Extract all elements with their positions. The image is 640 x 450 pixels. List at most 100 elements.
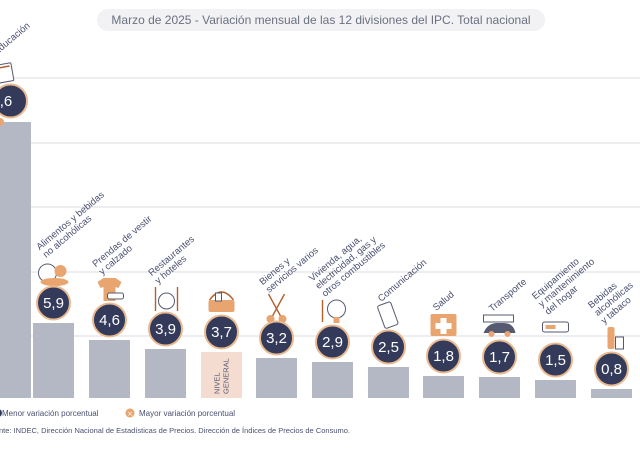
bar bbox=[479, 377, 520, 398]
value-circle-ring bbox=[204, 314, 239, 350]
max-marker bbox=[0, 118, 4, 126]
value-circle bbox=[149, 313, 182, 345]
value-circle bbox=[595, 353, 628, 385]
value-label: 4,6 bbox=[99, 312, 120, 329]
value-circle bbox=[483, 341, 516, 373]
clothing-icon bbox=[97, 278, 124, 301]
value-badge: 4,6 bbox=[92, 302, 127, 338]
shopping-basket-icon bbox=[208, 291, 235, 312]
bar bbox=[145, 349, 186, 398]
bar bbox=[89, 340, 130, 398]
value-badge: 1,5 bbox=[538, 342, 573, 378]
legend-max-marker bbox=[125, 408, 135, 418]
legend-min-label: Menor variación porcentual bbox=[2, 409, 99, 418]
value-label: 3,7 bbox=[211, 324, 232, 341]
value-badge: 2,9 bbox=[315, 324, 350, 360]
car-icon bbox=[483, 314, 516, 337]
value-label: 1,8 bbox=[433, 348, 454, 365]
bar bbox=[33, 323, 74, 398]
value-circle-ring bbox=[315, 324, 350, 360]
category-label-line: Salud bbox=[431, 289, 457, 313]
category-label-line: Comunicación bbox=[376, 257, 429, 304]
value-circle-ring bbox=[594, 351, 629, 387]
phone-icon bbox=[377, 301, 399, 329]
value-label: ,6 bbox=[0, 93, 12, 110]
value-circle-ring bbox=[482, 339, 517, 375]
value-circle-ring bbox=[538, 342, 573, 378]
value-badge: 3,2 bbox=[259, 320, 294, 356]
value-label: 1,5 bbox=[545, 352, 566, 369]
legend: Menor variación porcentual × Mayor varia… bbox=[0, 408, 235, 418]
value-circle-ring bbox=[259, 320, 294, 356]
bars bbox=[0, 122, 632, 398]
category-label-line: Educación bbox=[0, 20, 32, 57]
value-circle-ring bbox=[148, 311, 183, 347]
bar bbox=[368, 367, 409, 398]
value-badge: ,6 bbox=[0, 83, 28, 126]
value-circle-ring bbox=[36, 285, 71, 321]
value-label: 0,8 bbox=[601, 361, 622, 378]
title-pill bbox=[97, 9, 545, 31]
icons bbox=[0, 62, 624, 350]
category-label: Transporte bbox=[487, 277, 529, 315]
value-badge: 3,9 bbox=[148, 311, 183, 347]
category-label: Comunicación bbox=[376, 257, 429, 304]
bar-nivel-general bbox=[201, 352, 242, 398]
value-circle bbox=[205, 316, 238, 348]
category-label-line: Alimentos y bebidas bbox=[35, 189, 107, 252]
value-circle bbox=[539, 344, 572, 376]
value-circle bbox=[316, 326, 349, 358]
value-badge: 1,7 bbox=[482, 339, 517, 375]
bar bbox=[423, 376, 464, 398]
category-label: Salud bbox=[431, 289, 457, 313]
value-circle bbox=[427, 340, 460, 372]
value-badge: 3,7 bbox=[204, 314, 239, 350]
bar bbox=[591, 389, 632, 398]
category-label: Educación bbox=[0, 20, 32, 57]
chart-title: Marzo de 2025 - Variación mensual de las… bbox=[111, 13, 530, 27]
value-circle-ring bbox=[426, 338, 461, 374]
food-icon bbox=[38, 263, 69, 286]
medical-cross-icon bbox=[430, 314, 457, 336]
value-circle bbox=[93, 304, 126, 336]
bar bbox=[0, 122, 31, 398]
category-label-line: GENERAL bbox=[222, 358, 231, 394]
value-circle-ring bbox=[92, 302, 127, 338]
value-badge: 0,8 bbox=[594, 351, 629, 387]
category-label: Vivienda, agua,electricidad, gas yotros … bbox=[307, 234, 388, 300]
bar bbox=[312, 362, 353, 398]
notebook-icon bbox=[0, 62, 15, 84]
bar bbox=[256, 358, 297, 398]
bar bbox=[535, 380, 576, 398]
value-label: 5,9 bbox=[43, 295, 64, 312]
category-label-line: NIVEL bbox=[213, 372, 222, 394]
legend-max-label: Mayor variación porcentual bbox=[139, 409, 235, 418]
value-circles: ,6 5,9 4,6 3,9 3,7 3,2 2,9 2,5 1,8 1,7 1,5 0,8 bbox=[0, 83, 629, 387]
value-label: 1,7 bbox=[489, 349, 510, 366]
value-label: 2,9 bbox=[322, 334, 343, 351]
value-circle-ring bbox=[371, 329, 406, 365]
source-note: nte: INDEC, Dirección Nacional de Estadí… bbox=[0, 426, 350, 435]
value-label: 2,5 bbox=[378, 339, 399, 356]
value-circle bbox=[372, 331, 405, 363]
value-badge: 2,5 bbox=[371, 329, 406, 365]
value-badge: 1,8 bbox=[426, 338, 461, 374]
value-label: 3,9 bbox=[155, 321, 176, 338]
category-label-nivel-general: NIVEL GENERAL bbox=[213, 358, 231, 394]
cutlery-icon bbox=[154, 287, 179, 311]
legend-max-glyph: × bbox=[127, 410, 133, 418]
value-circle bbox=[0, 85, 27, 117]
value-badge: 5,9 bbox=[36, 285, 71, 321]
category-label-line: Transporte bbox=[487, 277, 529, 315]
lightbulb-icon bbox=[321, 299, 346, 323]
value-label: 3,2 bbox=[266, 330, 287, 347]
value-circle bbox=[260, 322, 293, 354]
bottle-icon bbox=[607, 327, 624, 350]
value-circle bbox=[37, 287, 70, 319]
legend-min-marker bbox=[0, 409, 2, 417]
